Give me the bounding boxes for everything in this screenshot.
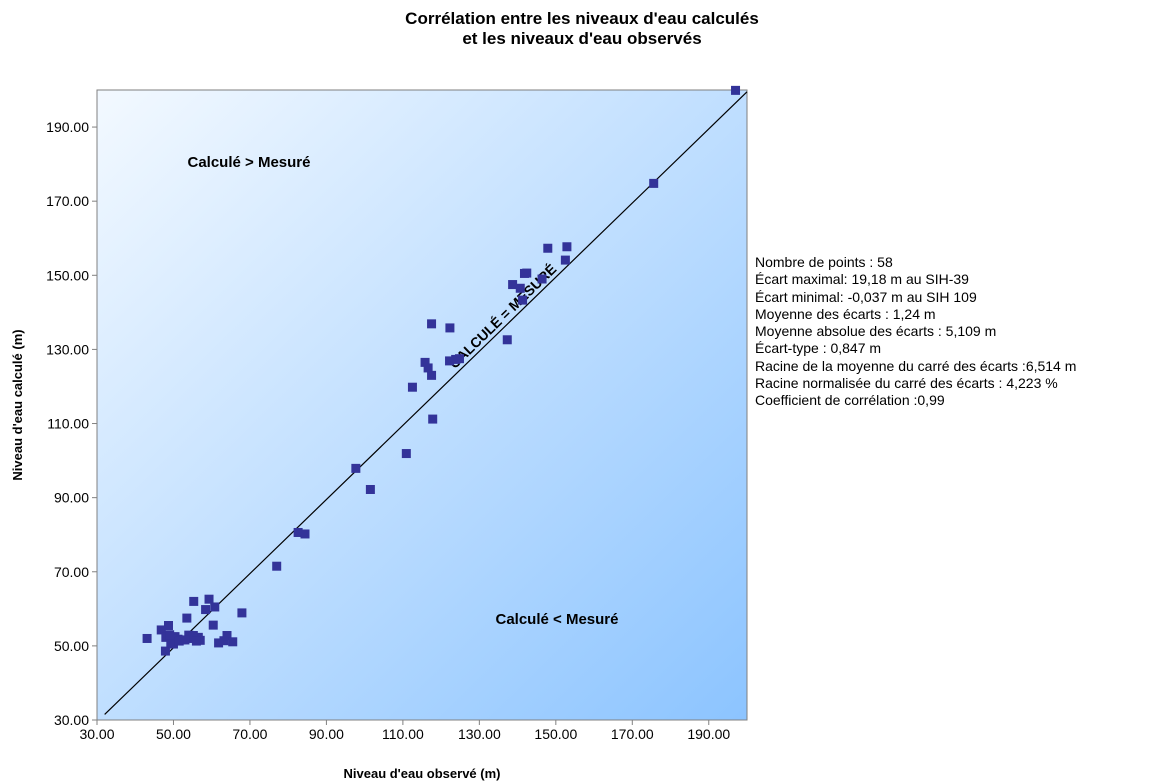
x-tick-label: 30.00	[79, 726, 114, 742]
x-tick-label: 90.00	[309, 726, 344, 742]
statistic-line: Moyenne des écarts : 1,24 m	[755, 305, 936, 322]
x-axis-title: Niveau d'eau observé (m)	[344, 766, 501, 781]
data-point	[445, 356, 455, 366]
data-point	[401, 449, 411, 459]
data-point	[214, 638, 224, 648]
chart-title-line-2: et les niveaux d'eau observés	[462, 29, 702, 48]
data-point	[191, 636, 201, 646]
data-point	[174, 636, 184, 646]
y-tick-label: 130.00	[46, 341, 89, 357]
data-point	[201, 605, 211, 615]
data-point	[515, 283, 525, 293]
data-point	[210, 602, 220, 612]
data-point	[142, 633, 152, 643]
y-tick-label: 150.00	[46, 267, 89, 283]
statistic-line: Racine de la moyenne du carré des écarts…	[755, 357, 1077, 374]
data-point	[351, 463, 361, 473]
statistics-panel: Nombre de points : 58 Écart maximal: 19,1…	[755, 254, 1076, 410]
x-tick-label: 70.00	[232, 726, 267, 742]
data-point	[427, 370, 437, 380]
x-tick-label: 110.00	[382, 726, 424, 742]
y-tick-label: 70.00	[54, 564, 89, 580]
data-point	[160, 646, 170, 656]
data-point	[423, 363, 433, 373]
data-point	[180, 635, 190, 645]
data-point	[156, 625, 166, 635]
annotation-upper-region: Calculé > Mesuré	[188, 154, 311, 171]
data-point	[562, 242, 572, 252]
data-point	[164, 621, 173, 630]
data-point	[300, 529, 310, 539]
statistic-line: Écart-type : 0,847 m	[755, 340, 882, 357]
statistic-line: Écart maximal: 19,18 m au SIH-39	[755, 271, 969, 288]
data-point	[204, 594, 214, 604]
data-point	[428, 414, 438, 424]
statistic-line: Nombre de points : 58	[755, 254, 893, 270]
data-point	[731, 85, 741, 95]
data-point	[365, 484, 375, 494]
data-point	[219, 636, 229, 646]
data-point	[407, 382, 417, 392]
data-point	[272, 561, 282, 571]
data-point	[543, 243, 553, 253]
y-tick-label: 190.00	[46, 119, 89, 135]
statistic-line: Moyenne absolue des écarts : 5,109 m	[755, 323, 997, 340]
data-point	[454, 354, 464, 364]
data-point	[208, 620, 218, 630]
x-tick-label: 190.00	[687, 726, 730, 742]
y-tick-label: 110.00	[47, 416, 89, 432]
data-point	[522, 268, 532, 278]
data-point	[228, 637, 238, 647]
x-tick-label: 50.00	[156, 726, 191, 742]
data-point	[168, 639, 178, 649]
data-point	[182, 613, 192, 623]
statistic-line: Écart minimal: -0,037 m au SIH 109	[755, 288, 977, 305]
x-tick-label: 170.00	[611, 726, 654, 742]
data-point	[420, 357, 430, 367]
data-point	[560, 255, 570, 265]
data-point	[222, 631, 232, 641]
data-point	[165, 630, 175, 640]
data-point	[537, 274, 547, 284]
data-point	[508, 280, 518, 290]
statistic-line: Racine normalisée du carré des écarts : …	[755, 375, 1058, 392]
data-point	[649, 178, 659, 188]
data-point	[188, 631, 198, 641]
y-tick-label: 170.00	[46, 193, 89, 209]
annotation-lower-region: Calculé < Mesuré	[496, 611, 619, 628]
data-point	[237, 608, 247, 618]
y-axis-title: Niveau d'eau calculé (m)	[10, 329, 25, 480]
x-tick-label: 150.00	[534, 726, 577, 742]
y-tick-label: 90.00	[54, 490, 89, 506]
data-point	[518, 295, 528, 305]
statistic-line: Coefficient de corrélation :0,99	[755, 392, 945, 409]
data-point	[445, 323, 455, 333]
data-point	[502, 335, 512, 345]
y-tick-label: 30.00	[54, 712, 89, 728]
y-tick-label: 50.00	[54, 638, 89, 654]
plot-area	[96, 89, 748, 721]
data-point	[293, 527, 303, 537]
x-tick-label: 130.00	[458, 726, 501, 742]
chart-title-line-1: Corrélation entre les niveaux d'eau calc…	[405, 9, 759, 28]
data-point	[189, 596, 199, 606]
data-point	[427, 319, 437, 329]
